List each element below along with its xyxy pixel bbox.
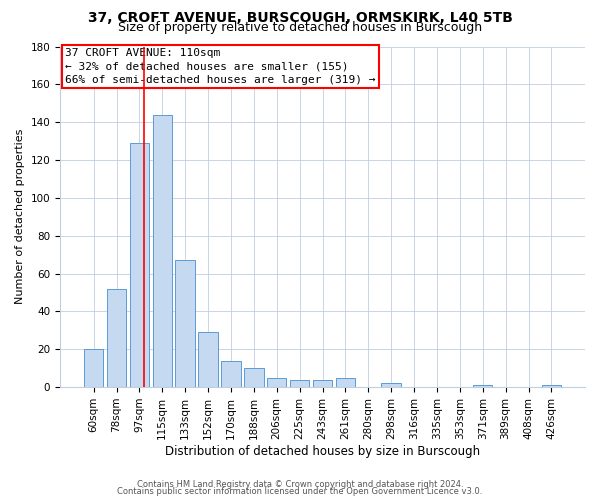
Bar [175, 260, 195, 387]
Bar [542, 385, 561, 387]
Bar [107, 288, 126, 387]
X-axis label: Distribution of detached houses by size in Burscough: Distribution of detached houses by size … [165, 444, 480, 458]
Text: Contains public sector information licensed under the Open Government Licence v3: Contains public sector information licen… [118, 487, 482, 496]
Y-axis label: Number of detached properties: Number of detached properties [15, 129, 25, 304]
Bar [199, 332, 218, 387]
Bar [473, 385, 493, 387]
Bar [313, 380, 332, 387]
Bar [290, 380, 310, 387]
Bar [152, 114, 172, 387]
Text: Size of property relative to detached houses in Burscough: Size of property relative to detached ho… [118, 21, 482, 34]
Bar [267, 378, 286, 387]
Bar [244, 368, 263, 387]
Bar [130, 143, 149, 387]
Bar [221, 360, 241, 387]
Text: 37, CROFT AVENUE, BURSCOUGH, ORMSKIRK, L40 5TB: 37, CROFT AVENUE, BURSCOUGH, ORMSKIRK, L… [88, 11, 512, 25]
Bar [335, 378, 355, 387]
Text: 37 CROFT AVENUE: 110sqm
← 32% of detached houses are smaller (155)
66% of semi-d: 37 CROFT AVENUE: 110sqm ← 32% of detache… [65, 48, 376, 84]
Bar [84, 350, 103, 387]
Text: Contains HM Land Registry data © Crown copyright and database right 2024.: Contains HM Land Registry data © Crown c… [137, 480, 463, 489]
Bar [382, 384, 401, 387]
